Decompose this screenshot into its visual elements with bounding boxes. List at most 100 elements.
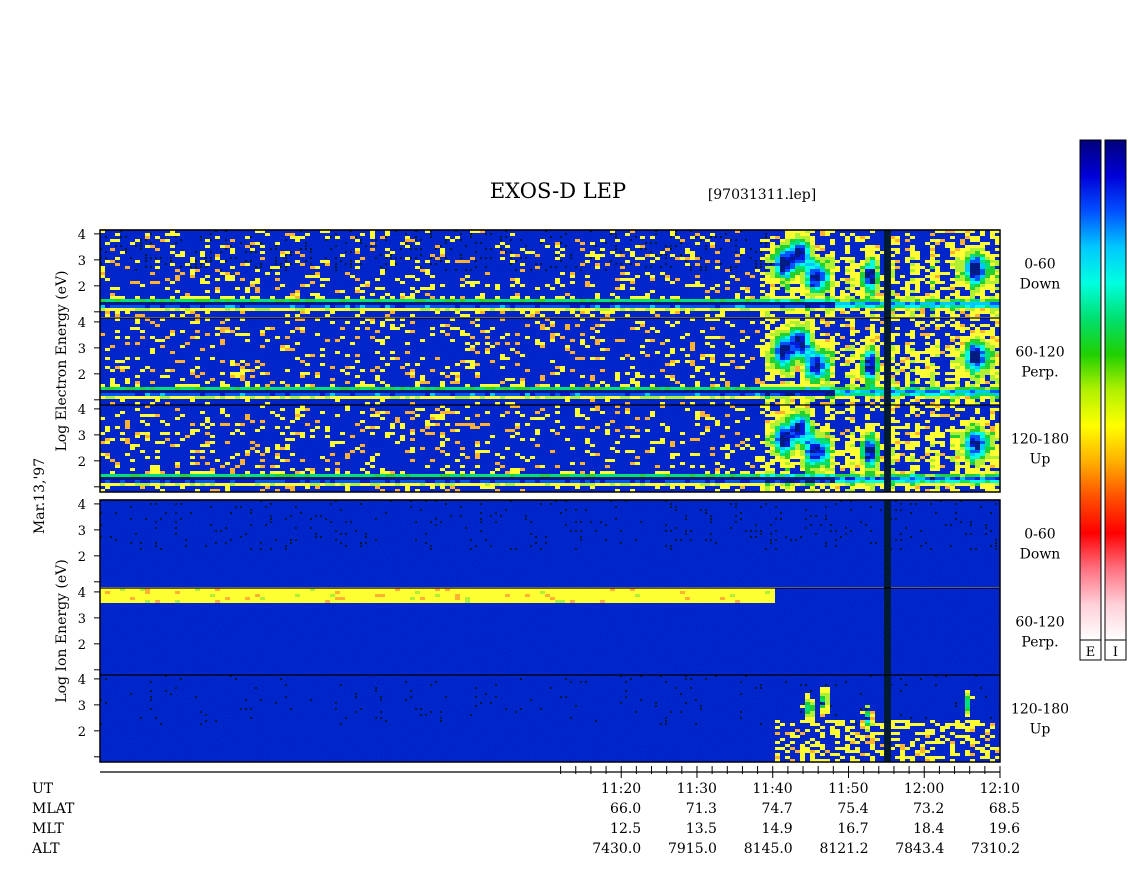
spectrogram-cell [990,308,995,311]
spectrogram-cell [160,483,165,486]
spectrogram-cell [105,396,110,399]
spectrogram-cell [175,480,180,483]
spectrogram-cell [930,333,935,336]
spectrogram-cell [870,390,875,393]
spectrogram-cell [385,248,390,251]
spectrogram-cell [865,342,870,345]
spectrogram-cell [795,278,800,281]
spectrogram-cell [670,360,675,363]
spectrogram-cell [785,345,790,348]
spectrogram-cell [325,390,330,393]
spectrogram-cell [535,321,540,324]
spectrogram-cell [785,275,790,278]
spectrogram-cell [825,302,830,305]
spectrogram-cell [380,480,385,483]
spectrogram-cell [975,314,980,317]
spectrogram-cell [965,369,970,372]
spectrogram-cell [130,480,135,483]
spectrogram-cell [580,318,585,321]
spectrogram-cell [815,390,820,393]
spectrogram-cell [760,393,765,396]
spectrogram-cell [820,296,825,299]
spectrogram-cell [650,251,652,253]
spectrogram-cell [960,357,965,360]
spectrogram-cell [920,333,925,336]
spectrogram-cell [820,245,825,248]
spectrogram-cell [690,269,692,271]
spectrogram-cell [380,393,385,396]
spectrogram-cell [245,483,250,486]
spectrogram-cell [205,275,210,278]
spectrogram-cell [170,474,175,477]
spectrogram-cell [835,390,840,393]
spectrogram-cell [210,302,215,305]
spectrogram-cell [660,402,665,405]
spectrogram-cell [770,357,775,360]
spectrogram-cell [485,284,490,287]
spectrogram-cell [950,266,955,269]
spectrogram-cell [910,308,915,311]
spectrogram-cell [395,327,400,330]
spectrogram-cell [825,254,830,257]
spectrogram-cell [130,390,135,393]
spectrogram-cell [800,302,805,305]
spectrogram-cell [105,357,110,360]
spectrogram-cell [660,369,665,372]
spectrogram-cell [385,396,390,399]
spectrogram-cell [145,302,150,305]
spectrogram-cell [200,260,205,263]
spectrogram-cell [760,251,762,253]
spectrogram-cell [665,375,670,378]
spectrogram-cell [720,363,725,366]
spectrogram-cell [475,305,480,308]
spectrogram-cell [520,381,525,384]
spectrogram-cell [545,284,550,287]
spectrogram-cell [335,474,340,477]
spectrogram-cell [785,236,790,239]
spectrogram-cell [710,345,715,348]
spectrogram-cell [345,483,350,486]
spectrogram-cell [420,339,425,342]
spectrogram-cell [135,245,137,247]
spectrogram-cell [205,333,210,336]
spectrogram-cell [700,308,705,311]
spectrogram-cell [875,336,880,339]
spectrogram-cell [780,251,785,254]
spectrogram-cell [330,441,335,444]
spectrogram-cell [740,330,745,333]
spectrogram-cell [460,257,462,259]
spectrogram-cell [680,348,685,351]
spectrogram-cell [140,486,145,489]
spectrogram-cell [665,278,670,281]
spectrogram-cell [870,378,875,381]
spectrogram-cell [150,321,155,324]
spectrogram-cell [430,302,435,305]
spectrogram-cell [930,363,935,366]
spectrogram-cell [605,348,610,351]
spectrogram-cell [865,266,870,269]
spectrogram-cell [585,387,590,390]
spectrogram-cell [775,260,780,263]
spectrogram-cell [725,390,730,393]
spectrogram-cell [365,284,370,287]
spectrogram-cell [165,432,170,435]
spectrogram-cell [440,254,445,257]
spectrogram-cell [455,393,460,396]
spectrogram-cell [230,363,235,366]
spectrogram-cell [155,339,160,342]
spectrogram-cell [185,480,190,483]
spectrogram-cell [305,390,310,393]
spectrogram-cell [210,299,215,302]
spectrogram-cell [330,321,335,324]
spectrogram-cell [690,308,695,311]
spectrogram-cell [630,396,635,399]
spectrogram-cell [180,299,185,302]
spectrogram-cell [725,354,730,357]
spectrogram-cell [715,387,720,390]
spectrogram-cell [965,302,970,305]
spectrogram-cell [125,387,130,390]
spectrogram-cell [875,269,880,272]
spectrogram-cell [470,257,475,260]
spectrogram-cell [920,387,925,390]
spectrogram-cell [360,384,365,387]
